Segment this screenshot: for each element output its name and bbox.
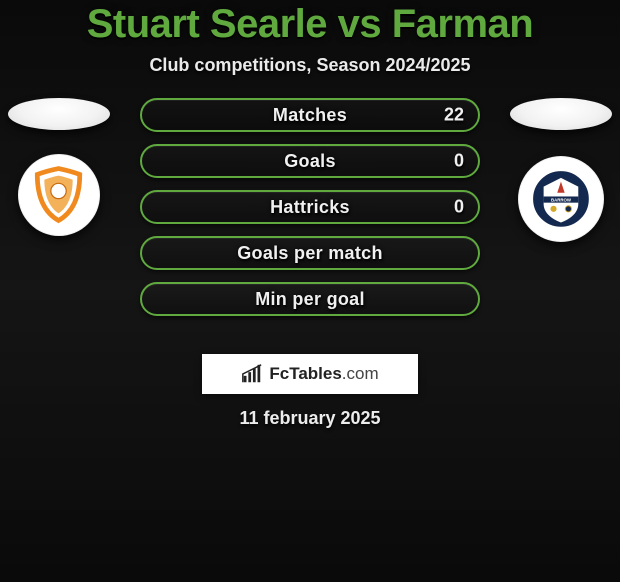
stat-value-right: 0 (454, 197, 464, 218)
stat-label: Hattricks (270, 197, 350, 218)
stat-label: Min per goal (255, 289, 365, 310)
svg-text:BARROW: BARROW (551, 197, 572, 202)
stat-value-right: 22 (444, 105, 464, 126)
stat-bar-min-per-goal: Min per goal (140, 282, 480, 316)
bar-chart-icon (241, 363, 263, 385)
brand-name: FcTables (269, 364, 341, 383)
page-title: Stuart Searle vs Farman (10, 2, 610, 47)
club-crest-right: BARROW (518, 156, 604, 242)
stat-bars: Matches 22 Goals 0 Hattricks 0 Goals per… (140, 98, 480, 316)
brand-domain: .com (342, 364, 379, 383)
stat-bar-goals-per-match: Goals per match (140, 236, 480, 270)
club-crest-left (18, 154, 100, 236)
player-disc-left (8, 98, 110, 130)
stat-label: Goals (284, 151, 336, 172)
stat-label: Matches (273, 105, 347, 126)
stat-value-right: 0 (454, 151, 464, 172)
subtitle: Club competitions, Season 2024/2025 (10, 55, 610, 76)
shield-icon (29, 165, 88, 224)
stat-bar-goals: Goals 0 (140, 144, 480, 178)
stat-label: Goals per match (237, 243, 383, 264)
brand-text: FcTables.com (269, 364, 378, 384)
stat-bar-matches: Matches 22 (140, 98, 480, 132)
stat-bar-hattricks: Hattricks 0 (140, 190, 480, 224)
player-disc-right (510, 98, 612, 130)
snapshot-date: 11 february 2025 (10, 408, 610, 429)
shield-icon: BARROW (530, 168, 592, 230)
stats-arena: BARROW Matches 22 Goals 0 Hattricks 0 Go… (10, 98, 610, 338)
brand-attribution: FcTables.com (202, 354, 418, 394)
comparison-card: Stuart Searle vs Farman Club competition… (0, 2, 620, 429)
